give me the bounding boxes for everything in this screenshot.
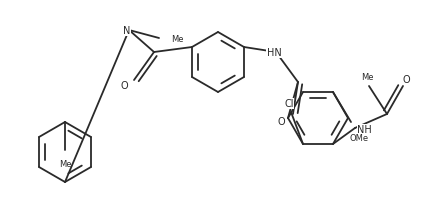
Text: HN: HN bbox=[267, 48, 281, 58]
Text: Me: Me bbox=[59, 160, 71, 169]
Text: Me: Me bbox=[171, 35, 184, 43]
Text: OMe: OMe bbox=[349, 134, 368, 143]
Text: Me: Me bbox=[361, 74, 373, 82]
Text: O: O bbox=[120, 81, 128, 91]
Text: O: O bbox=[402, 75, 410, 85]
Text: O: O bbox=[277, 117, 285, 127]
Text: NH: NH bbox=[357, 125, 372, 135]
Text: N: N bbox=[124, 26, 131, 36]
Text: Cl: Cl bbox=[284, 99, 294, 109]
